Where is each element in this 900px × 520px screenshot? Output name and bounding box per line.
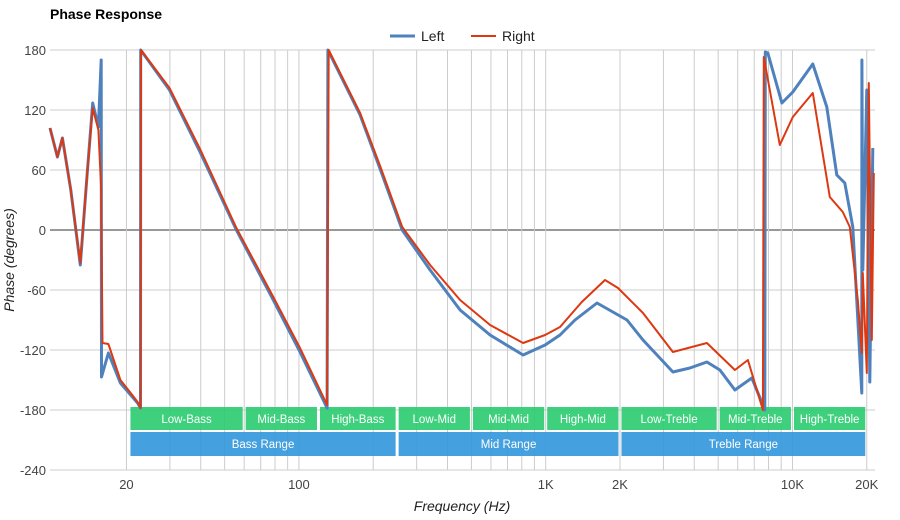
band-mid-mid	[472, 407, 545, 430]
band-label: Mid-Treble	[728, 414, 783, 426]
band-label: High-Bass	[331, 414, 384, 426]
band-high-treble	[793, 407, 866, 430]
band-label: High-Mid	[560, 414, 606, 426]
y-tick-label: -240	[20, 463, 46, 478]
y-axis-ticks: 180 120 60 0 -60 -120 -180 -240	[20, 43, 46, 478]
band-low-mid	[398, 407, 470, 430]
legend-right-label: Right	[502, 28, 535, 44]
band-label: Mid-Bass	[257, 414, 305, 426]
x-axis-ticks: 20 100 1K 2K 10K 20K	[119, 477, 878, 492]
band-label: Low-Bass	[161, 414, 212, 426]
y-tick-label: 120	[24, 103, 46, 118]
band-high-mid	[547, 407, 619, 430]
band-mid-treble	[719, 407, 791, 430]
y-tick-label: -180	[20, 403, 46, 418]
y-axis-title: Phase (degrees)	[1, 208, 17, 312]
x-tick-label: 10K	[781, 477, 804, 492]
series-line-right	[49, 49, 875, 411]
gridlines	[50, 49, 875, 471]
x-tick-label: 1K	[538, 477, 554, 492]
band-low-bass	[130, 407, 243, 430]
x-tick-label: 20K	[855, 477, 878, 492]
x-axis-title: Frequency (Hz)	[414, 498, 510, 514]
legend-left-label: Left	[421, 28, 444, 44]
range-label: Bass Range	[232, 439, 295, 451]
series-lines	[48, 48, 875, 412]
frequency-bands: Low-Bass Mid-Bass High-Bass Low-Mid Mid-Mid H…	[130, 407, 866, 456]
band-mid-bass	[245, 407, 317, 430]
x-tick-label: 2K	[612, 477, 628, 492]
band-label: Low-Mid	[413, 414, 456, 426]
band-label: Mid-Mid	[488, 414, 529, 426]
range-mid-range	[398, 432, 619, 456]
band-label: Low-Treble	[641, 414, 698, 426]
range-treble-range	[621, 432, 866, 456]
series-line-left	[48, 48, 875, 412]
y-tick-label: 180	[24, 43, 46, 58]
x-tick-label: 100	[288, 477, 310, 492]
y-tick-label: 0	[39, 223, 46, 238]
band-label: High-Treble	[800, 414, 860, 426]
legend: Left Right	[390, 28, 535, 44]
y-tick-label: -60	[27, 283, 46, 298]
x-tick-label: 20	[119, 477, 133, 492]
chart-title: Phase Response	[50, 6, 162, 22]
range-label: Treble Range	[709, 439, 778, 451]
range-bass-range	[130, 432, 396, 456]
band-high-bass	[319, 407, 396, 430]
range-label: Mid Range	[481, 439, 537, 451]
y-tick-label: 60	[32, 163, 46, 178]
y-tick-label: -120	[20, 343, 46, 358]
band-low-treble	[621, 407, 717, 430]
